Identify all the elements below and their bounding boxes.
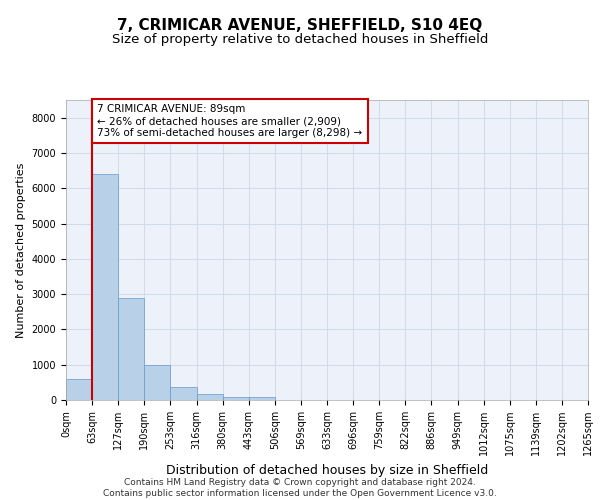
X-axis label: Distribution of detached houses by size in Sheffield: Distribution of detached houses by size …	[166, 464, 488, 476]
Y-axis label: Number of detached properties: Number of detached properties	[16, 162, 26, 338]
Bar	[170, 387, 197, 400]
Bar	[249, 397, 275, 400]
Bar	[66, 379, 92, 400]
Text: 7, CRIMICAR AVENUE, SHEFFIELD, S10 4EQ: 7, CRIMICAR AVENUE, SHEFFIELD, S10 4EQ	[118, 18, 482, 32]
Bar	[145, 364, 170, 400]
Text: Contains HM Land Registry data © Crown copyright and database right 2024.
Contai: Contains HM Land Registry data © Crown c…	[103, 478, 497, 498]
Bar	[118, 298, 145, 400]
Text: 7 CRIMICAR AVENUE: 89sqm
← 26% of detached houses are smaller (2,909)
73% of sem: 7 CRIMICAR AVENUE: 89sqm ← 26% of detach…	[97, 104, 362, 138]
Bar	[92, 174, 118, 400]
Text: Size of property relative to detached houses in Sheffield: Size of property relative to detached ho…	[112, 32, 488, 46]
Bar	[223, 397, 249, 400]
Bar	[197, 394, 223, 400]
